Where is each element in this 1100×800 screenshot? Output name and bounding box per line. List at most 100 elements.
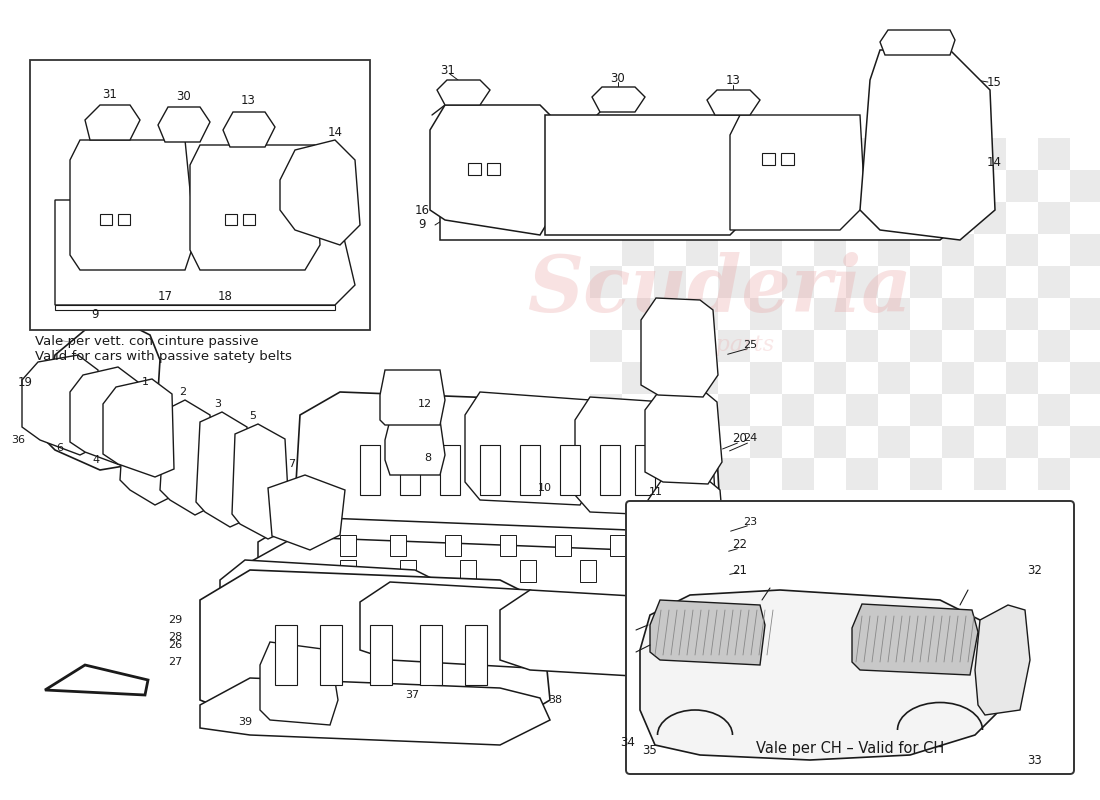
Text: 28: 28 — [168, 632, 183, 642]
Polygon shape — [910, 330, 942, 362]
Polygon shape — [621, 234, 654, 266]
Polygon shape — [390, 535, 406, 556]
Polygon shape — [440, 445, 460, 495]
Text: 14: 14 — [328, 126, 342, 138]
Polygon shape — [750, 234, 782, 266]
Polygon shape — [686, 426, 718, 458]
Polygon shape — [846, 266, 878, 298]
Polygon shape — [1070, 170, 1100, 202]
Polygon shape — [635, 445, 654, 495]
Polygon shape — [782, 394, 814, 426]
Polygon shape — [196, 412, 252, 527]
Bar — [226, 214, 236, 225]
Polygon shape — [975, 605, 1030, 715]
Polygon shape — [1038, 138, 1070, 170]
Text: 7: 7 — [288, 459, 296, 469]
Polygon shape — [1070, 362, 1100, 394]
Polygon shape — [592, 87, 645, 112]
Polygon shape — [340, 560, 356, 582]
Polygon shape — [280, 140, 360, 245]
Text: 22: 22 — [733, 538, 748, 551]
Text: 33: 33 — [1027, 754, 1043, 766]
Polygon shape — [650, 600, 764, 665]
Polygon shape — [220, 560, 440, 640]
Text: 20: 20 — [733, 431, 747, 445]
Polygon shape — [1070, 426, 1100, 458]
Polygon shape — [910, 266, 942, 298]
Polygon shape — [910, 138, 942, 170]
Polygon shape — [814, 426, 846, 458]
Polygon shape — [379, 370, 446, 425]
Polygon shape — [782, 458, 814, 490]
Polygon shape — [942, 298, 974, 330]
Polygon shape — [1006, 298, 1038, 330]
Text: Scuderia: Scuderia — [528, 252, 912, 328]
Text: 8: 8 — [425, 453, 431, 463]
Polygon shape — [635, 560, 651, 582]
Bar — [762, 153, 776, 165]
Polygon shape — [200, 678, 550, 745]
Polygon shape — [465, 625, 487, 685]
Polygon shape — [223, 112, 275, 147]
Text: 31: 31 — [441, 63, 455, 77]
Polygon shape — [400, 560, 416, 582]
Text: 2: 2 — [179, 387, 187, 397]
Polygon shape — [654, 458, 686, 490]
Polygon shape — [1006, 170, 1038, 202]
Polygon shape — [640, 590, 1010, 760]
Polygon shape — [320, 625, 342, 685]
Polygon shape — [520, 445, 540, 495]
Polygon shape — [275, 625, 297, 685]
Text: 38: 38 — [548, 695, 562, 705]
Polygon shape — [560, 445, 580, 495]
Polygon shape — [1006, 426, 1038, 458]
Polygon shape — [654, 202, 686, 234]
Polygon shape — [645, 390, 722, 484]
Text: 10: 10 — [538, 483, 552, 493]
Polygon shape — [190, 145, 320, 270]
Polygon shape — [440, 180, 970, 240]
Polygon shape — [295, 392, 720, 535]
Text: 9: 9 — [418, 218, 426, 231]
Text: 29: 29 — [168, 615, 183, 625]
Polygon shape — [1006, 362, 1038, 394]
Polygon shape — [250, 537, 730, 600]
Polygon shape — [544, 115, 750, 235]
Text: car  parts: car parts — [666, 334, 774, 356]
Text: 16: 16 — [415, 203, 429, 217]
Polygon shape — [782, 202, 814, 234]
Polygon shape — [974, 330, 1006, 362]
Polygon shape — [430, 105, 556, 235]
Polygon shape — [500, 590, 680, 677]
Polygon shape — [686, 234, 718, 266]
Text: 30: 30 — [610, 71, 626, 85]
Polygon shape — [621, 426, 654, 458]
Polygon shape — [360, 445, 379, 495]
Polygon shape — [686, 298, 718, 330]
Polygon shape — [590, 138, 621, 170]
Polygon shape — [814, 234, 846, 266]
Polygon shape — [814, 170, 846, 202]
Text: 13: 13 — [241, 94, 255, 107]
Polygon shape — [750, 298, 782, 330]
Text: Vale per vett. con cinture passive
Valid for cars with passive satety belts: Vale per vett. con cinture passive Valid… — [35, 335, 292, 363]
Polygon shape — [223, 602, 443, 660]
Polygon shape — [654, 266, 686, 298]
Polygon shape — [846, 202, 878, 234]
Polygon shape — [846, 458, 878, 490]
Polygon shape — [707, 90, 760, 115]
Polygon shape — [340, 535, 356, 556]
Polygon shape — [974, 138, 1006, 170]
Text: 30: 30 — [177, 90, 191, 102]
Polygon shape — [942, 426, 974, 458]
Polygon shape — [590, 202, 621, 234]
Polygon shape — [520, 560, 536, 582]
Text: 27: 27 — [168, 657, 183, 667]
Polygon shape — [200, 570, 550, 730]
Polygon shape — [260, 642, 338, 725]
Text: 26: 26 — [168, 640, 183, 650]
Polygon shape — [974, 202, 1006, 234]
Polygon shape — [460, 560, 476, 582]
Bar — [100, 214, 112, 225]
Text: 34: 34 — [620, 735, 636, 749]
